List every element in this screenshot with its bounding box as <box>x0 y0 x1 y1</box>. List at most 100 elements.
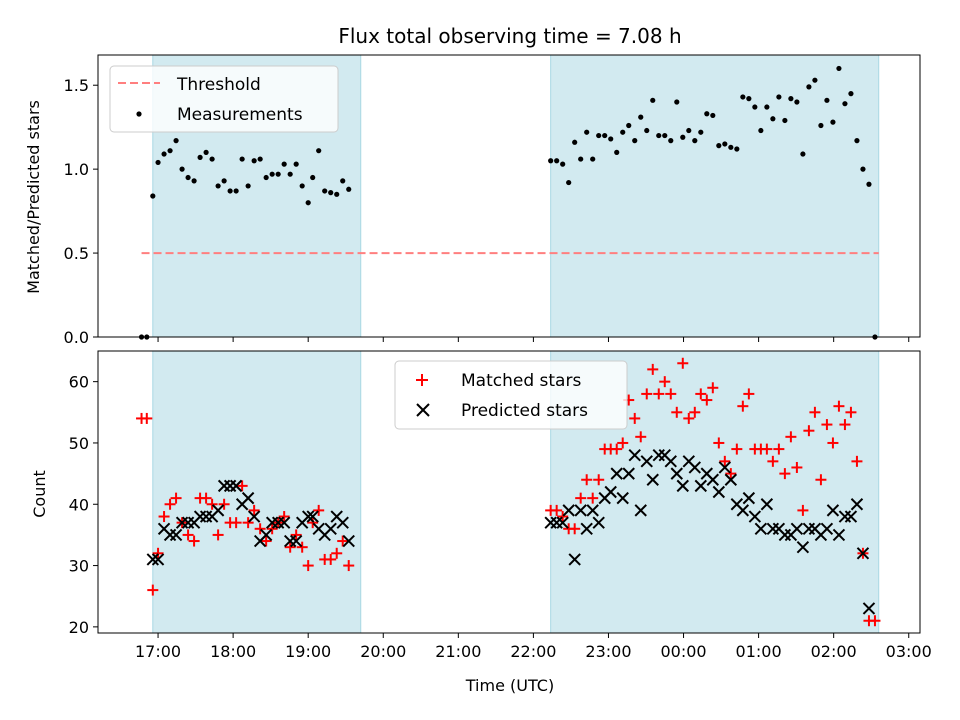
measurement-point <box>782 117 788 124</box>
measurement-point <box>197 154 203 160</box>
matched-star-point <box>152 547 164 559</box>
legend-matched-swatch <box>416 374 428 386</box>
measurement-point <box>299 183 305 189</box>
legend-predicted-swatch <box>416 403 430 417</box>
time-x-axis-label: Time (UTC) <box>465 676 554 695</box>
measurement-point <box>836 65 842 72</box>
measurement-point <box>305 200 311 206</box>
measurement-point <box>824 97 830 103</box>
measurement-point <box>722 141 728 147</box>
matched-star-point <box>331 547 343 559</box>
measurement-point <box>848 91 854 97</box>
count-plot-frame <box>97 350 921 634</box>
measurement-point <box>614 149 620 155</box>
predicted-star-point <box>586 504 599 517</box>
matched-star-point <box>266 523 278 535</box>
matched-star-point <box>302 560 314 572</box>
measurement-point <box>620 129 626 135</box>
measurement-point <box>328 190 334 196</box>
predicted-star-point <box>324 522 337 535</box>
y-tick-label: 50 <box>69 434 89 453</box>
measurement-point <box>596 132 602 139</box>
measurement-point <box>346 186 352 192</box>
measurement-point <box>608 136 614 142</box>
matched-star-point <box>290 529 302 541</box>
measurement-point <box>316 148 322 154</box>
predicted-star-point <box>718 461 732 474</box>
measurement-point <box>788 96 794 102</box>
matched-star-point <box>325 553 337 565</box>
matched-star-point <box>611 443 623 455</box>
matched-star-point <box>236 480 248 492</box>
predicted-star-point <box>562 504 575 517</box>
matched-star-point <box>343 560 355 572</box>
matched-star-point <box>851 455 863 467</box>
measurement-point <box>263 174 269 181</box>
count-y-axis-label: Count <box>30 470 49 518</box>
measurement-point <box>548 158 554 164</box>
measurement-point <box>150 193 156 199</box>
matched-star-point <box>260 535 272 547</box>
predicted-star-point <box>628 449 641 462</box>
matched-star-point <box>725 468 737 480</box>
predicted-star-point <box>301 510 315 523</box>
measurement-point <box>794 99 800 105</box>
matched-star-point <box>803 425 815 437</box>
predicted-star-point <box>622 467 635 480</box>
y-tick-label: 30 <box>69 557 89 576</box>
matched-star-point <box>845 406 857 418</box>
count-panel: 20 30 40 50 60 17:00 18:00 19:00 20:00 21:00 22:0… <box>30 350 932 695</box>
matched-star-point <box>551 504 563 516</box>
measurement-point <box>310 174 316 181</box>
measurement-point <box>686 127 692 134</box>
measurement-point <box>770 116 776 122</box>
measurement-point <box>764 104 770 110</box>
measurement-point <box>638 114 644 120</box>
measurement-point <box>698 129 704 135</box>
observing-interval-shade <box>152 350 362 634</box>
chart-title: Flux total observing time = 7.08 h <box>338 24 681 48</box>
predicted-star-point <box>211 504 225 517</box>
matched-star-point <box>827 437 839 449</box>
ratio-y-axis-label: Matched/Predicted stars <box>24 100 43 294</box>
ratio-x-ticks <box>157 337 910 342</box>
measurement-point <box>740 94 746 100</box>
y-tick-label: 1.0 <box>64 160 89 179</box>
matched-star-point <box>659 376 671 388</box>
predicted-star-point <box>664 455 677 468</box>
predicted-star-point <box>856 547 870 560</box>
matched-star-point <box>773 443 785 455</box>
matched-star-point <box>833 400 845 412</box>
predicted-star-point <box>640 455 653 468</box>
x-tick-label: 00:00 <box>660 642 706 661</box>
measurement-point <box>776 94 782 100</box>
matched-star-point <box>200 492 212 504</box>
measurement-point <box>340 178 346 184</box>
predicted-star-point <box>670 467 683 480</box>
matched-star-point <box>767 455 779 467</box>
predicted-star-point <box>694 479 708 493</box>
matched-star-point <box>284 541 296 553</box>
legend-predicted-label: Predicted stars <box>461 401 588 421</box>
measurement-point <box>830 119 836 125</box>
predicted-star-point <box>574 504 587 517</box>
predicted-star-point <box>742 491 756 505</box>
measurement-point <box>322 188 328 194</box>
measurement-point <box>692 138 698 144</box>
matched-star-point <box>569 523 581 535</box>
measurement-point <box>812 77 818 83</box>
predicted-star-point <box>862 602 876 615</box>
x-tick-label: 18:00 <box>210 642 256 661</box>
x-tick-label: 03:00 <box>886 642 932 661</box>
matched-star-point <box>779 468 791 480</box>
x-tick-label: 21:00 <box>435 642 481 661</box>
matched-star-point <box>147 584 159 596</box>
measurement-point <box>632 138 638 144</box>
predicted-star-point <box>748 510 762 523</box>
measurement-point <box>334 191 340 197</box>
measurement-point <box>161 151 167 157</box>
measurement-point <box>746 96 752 102</box>
matched-star-point <box>701 394 713 406</box>
matched-star-point <box>296 541 308 553</box>
